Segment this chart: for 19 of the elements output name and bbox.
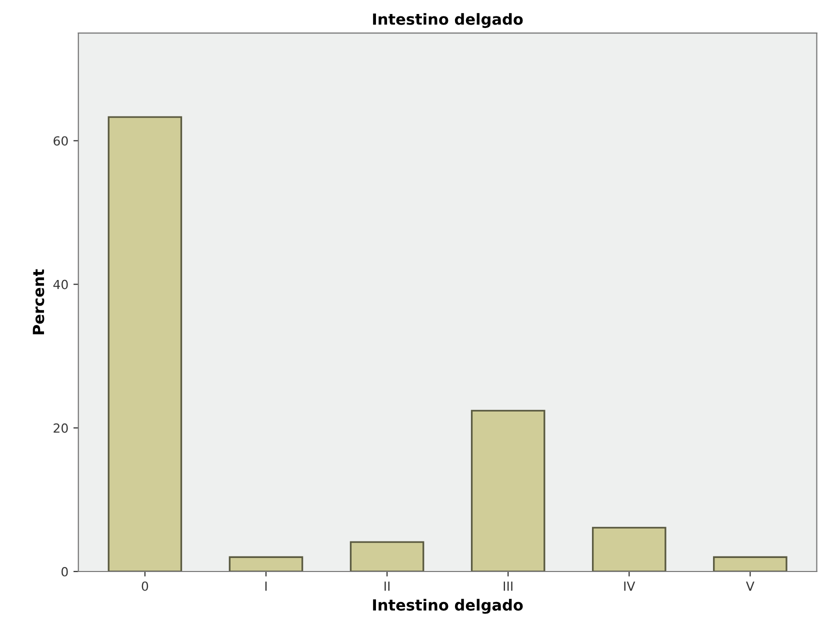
bar [350, 541, 424, 572]
x-tick-label: V [746, 582, 754, 591]
y-axis-title: Percent [32, 269, 44, 334]
bar [470, 410, 546, 572]
bar [592, 526, 666, 572]
x-axis-title: Intestino delgado [373, 598, 523, 614]
chart-title: Intestino delgado [373, 13, 523, 28]
y-tick-label: 0 [62, 566, 68, 576]
x-tick-label: III [504, 582, 512, 591]
bar [228, 556, 304, 572]
bar [108, 116, 182, 572]
x-tick-label: 0 [142, 581, 148, 591]
y-tick-label: 60 [54, 136, 68, 146]
y-tick-label: 40 [53, 280, 68, 290]
x-tick-label: I [265, 582, 267, 591]
y-tick-label: 20 [54, 423, 68, 433]
x-tick-label: IV [624, 582, 636, 591]
bar [713, 556, 788, 572]
x-tick-label: II [384, 582, 390, 591]
